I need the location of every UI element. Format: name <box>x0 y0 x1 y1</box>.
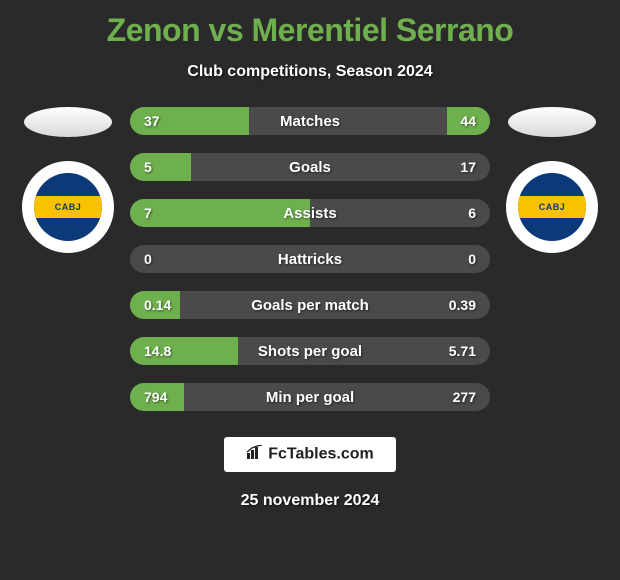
left-flag <box>24 107 112 137</box>
stats-panel: Matches37 44 Goals5 17 Assists7 6 Hattricks0 0 G… <box>128 107 492 429</box>
stat-value-left: 14.8 <box>144 337 171 365</box>
right-player-column: CABJ <box>492 107 612 429</box>
right-flag <box>508 107 596 137</box>
brand-badge: FcTables.com <box>224 437 396 472</box>
stat-row: Shots per goal14.8 5.71 <box>130 337 490 365</box>
stat-row: Matches37 44 <box>130 107 490 135</box>
stat-value-left: 0 <box>144 245 152 273</box>
stat-row: Min per goal794 277 <box>130 383 490 411</box>
stat-value-right: 5.71 <box>449 337 476 365</box>
comparison-content: CABJ Matches37 44 Goals5 17 Assists7 6 Hattric… <box>0 107 620 429</box>
comparison-title: Zenon vs Merentiel Serrano <box>0 0 620 49</box>
right-club-crest: CABJ <box>506 161 598 253</box>
stat-label: Min per goal <box>130 383 490 411</box>
right-crest-text: CABJ <box>518 196 586 218</box>
stat-value-right: 44 <box>460 107 476 135</box>
stat-label: Hattricks <box>130 245 490 273</box>
brand-text: FcTables.com <box>268 446 374 463</box>
stat-value-left: 794 <box>144 383 167 411</box>
left-club-crest: CABJ <box>22 161 114 253</box>
brand-chart-icon <box>246 445 264 464</box>
stat-label: Matches <box>130 107 490 135</box>
stat-row: Assists7 6 <box>130 199 490 227</box>
stat-value-right: 0.39 <box>449 291 476 319</box>
date-text: 25 november 2024 <box>0 492 620 510</box>
stat-value-left: 37 <box>144 107 160 135</box>
stat-label: Goals <box>130 153 490 181</box>
stat-value-right: 0 <box>468 245 476 273</box>
left-player-column: CABJ <box>8 107 128 429</box>
stat-value-right: 6 <box>468 199 476 227</box>
stat-row: Goals5 17 <box>130 153 490 181</box>
stat-label: Goals per match <box>130 291 490 319</box>
stat-value-left: 7 <box>144 199 152 227</box>
stat-row: Goals per match0.14 0.39 <box>130 291 490 319</box>
stat-value-left: 5 <box>144 153 152 181</box>
stat-value-left: 0.14 <box>144 291 171 319</box>
stat-value-right: 277 <box>453 383 476 411</box>
subtitle: Club competitions, Season 2024 <box>0 63 620 81</box>
footer: FcTables.com 25 november 2024 <box>0 437 620 510</box>
stat-label: Assists <box>130 199 490 227</box>
stat-value-right: 17 <box>460 153 476 181</box>
stat-label: Shots per goal <box>130 337 490 365</box>
stat-row: Hattricks0 0 <box>130 245 490 273</box>
left-crest-text: CABJ <box>34 196 102 218</box>
